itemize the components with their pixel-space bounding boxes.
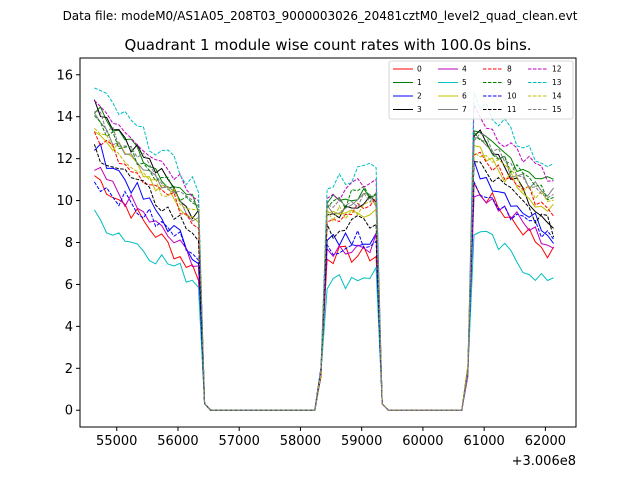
y-tick-label: 14 [56,110,73,125]
x-tick-label: 62000 [525,434,566,449]
y-tick-label: 10 [56,194,73,209]
legend-box [388,60,574,120]
x-tick-label: 58000 [280,434,321,449]
legend-label-14: 14 [552,92,562,101]
y-axis-ticks: 0 2 4 6 8 10 12 14 16 [56,68,80,419]
legend-label-13: 13 [552,78,562,87]
legend-label-10: 10 [507,92,517,101]
x-tick-label: 57000 [219,434,260,449]
x-tick-label: 59000 [341,434,382,449]
y-tick-label: 8 [65,236,73,251]
series-line-10 [93,181,555,411]
legend-label-15: 15 [552,105,562,114]
legend-label-4: 4 [462,65,467,74]
series-line-15 [94,110,554,411]
y-tick-label: 6 [65,278,73,293]
legend-label-11: 11 [507,105,517,114]
legend-label-9: 9 [507,78,512,87]
x-tick-label: 55000 [96,434,137,449]
chart-title: Quadrant 1 module wise count rates with … [124,36,531,54]
legend-label-1: 1 [417,78,422,87]
legend-label-6: 6 [462,92,467,101]
y-tick-label: 0 [65,404,73,419]
legend-label-5: 5 [462,78,467,87]
y-tick-label: 16 [56,68,73,83]
x-axis-offset-label: +3.006e8 [512,454,576,469]
y-tick-label: 4 [65,320,73,335]
x-tick-label: 61000 [463,434,504,449]
legend-label-12: 12 [552,65,562,74]
legend-label-7: 7 [462,105,467,114]
legend-label-2: 2 [417,92,422,101]
x-tick-label: 60000 [402,434,443,449]
series-line-5 [93,209,554,411]
x-axis-ticks: 55000 56000 57000 58000 59000 60000 61000 62000 [96,427,566,449]
legend-label-3: 3 [417,105,422,114]
legend-label-0: 0 [417,65,422,74]
y-tick-label: 2 [65,362,73,377]
y-tick-label: 12 [56,152,73,167]
x-tick-label: 56000 [157,434,198,449]
legend-label-8: 8 [507,65,512,74]
figure-suptitle: Data file: modeM0/AS1A05_208T03_90000030… [63,9,578,23]
series-line-11 [93,144,555,411]
